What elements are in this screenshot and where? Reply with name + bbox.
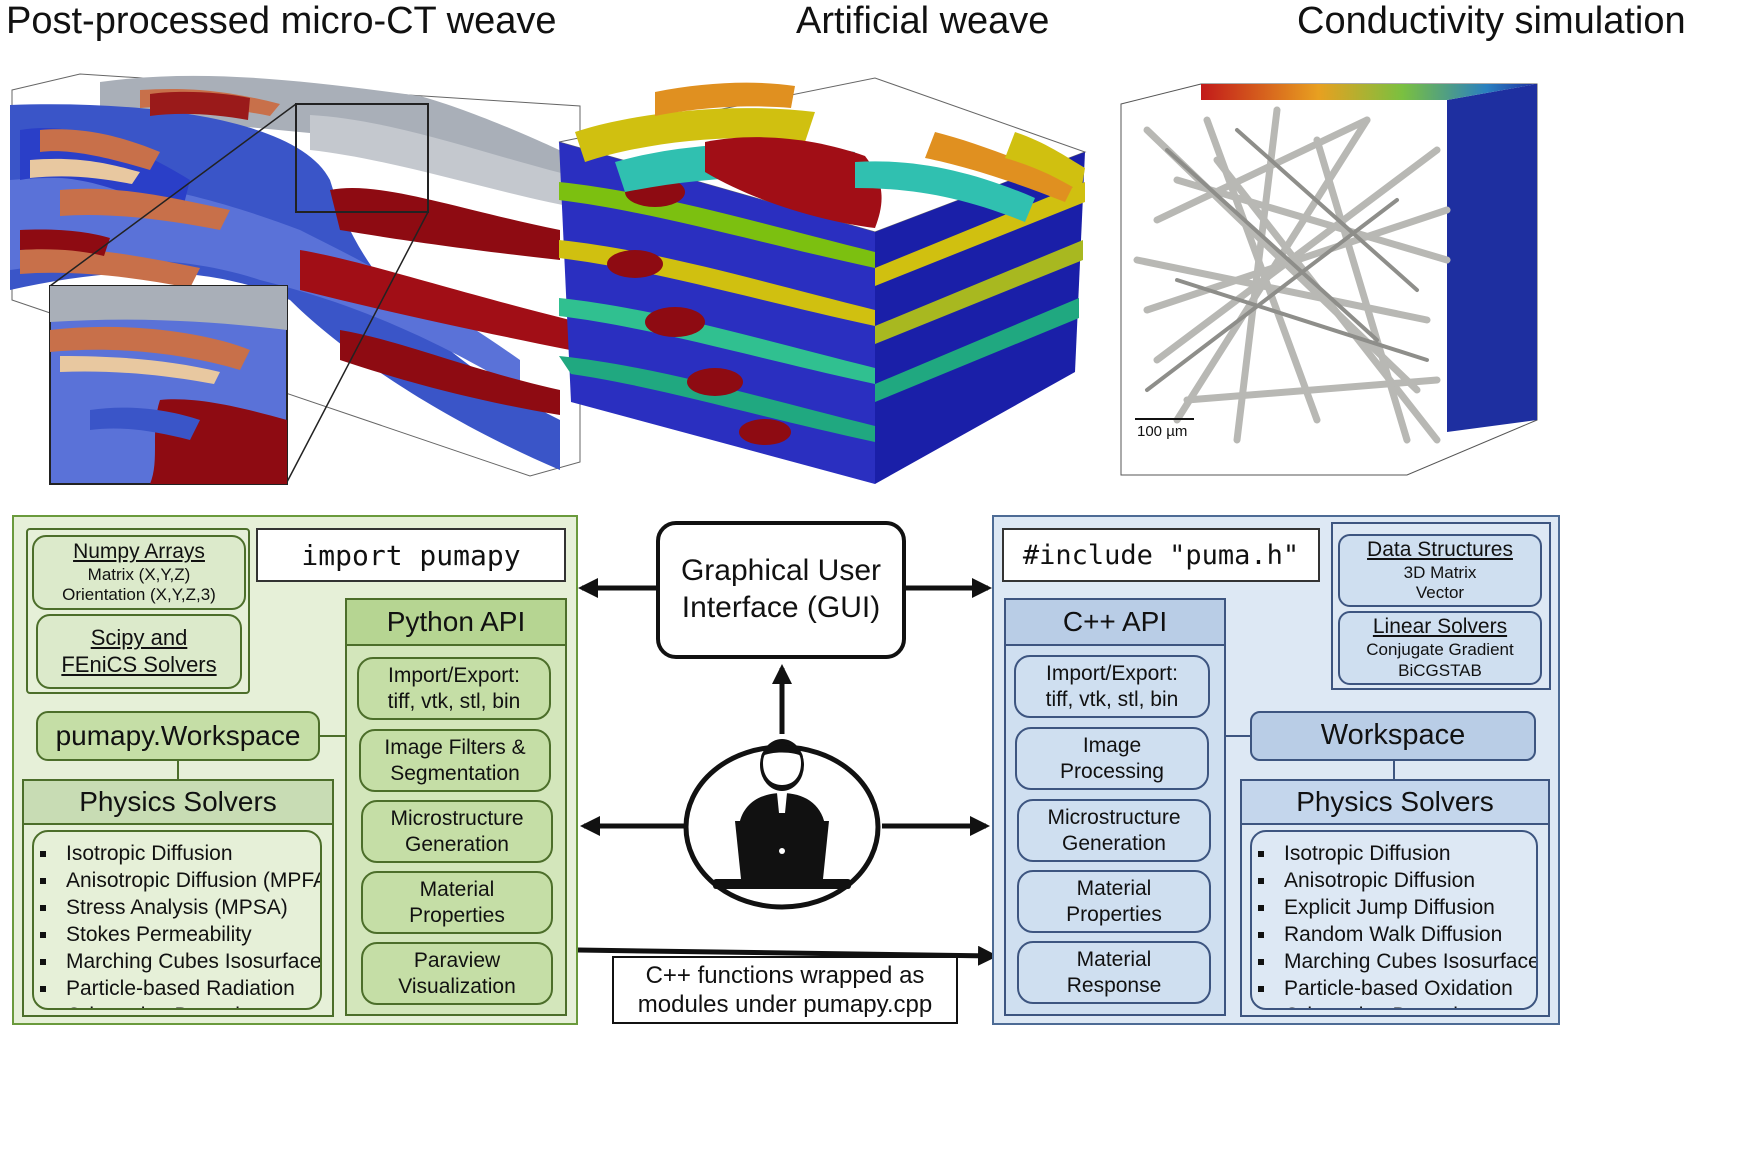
artificial-weave-render <box>558 77 1087 484</box>
cpp-api-item-material-properties: Material Properties <box>1017 870 1211 933</box>
data-structures-line2: Vector <box>1415 583 1465 603</box>
cpp-api-item-line: Image <box>1082 733 1142 757</box>
python-solver-item: Orientation Detection <box>34 1002 320 1008</box>
gui-line2: Interface (GUI) <box>681 591 881 624</box>
numpy-matrix-label: Matrix (X,Y,Z) <box>87 564 191 584</box>
cpp-workspace-label: Workspace <box>1320 719 1466 752</box>
connector-cpp-api-workspace <box>1226 735 1250 737</box>
data-structures-line1: 3D Matrix <box>1403 562 1477 582</box>
cpp-physics-solvers-title: Physics Solvers <box>1240 779 1550 825</box>
python-api-item-import-export: Import/Export: tiff, vtk, stl, bin <box>357 657 551 720</box>
python-data-group-frame <box>26 528 250 694</box>
cpp-solver-list: Isotropic Diffusion Anisotropic Diffusio… <box>1252 840 1536 1008</box>
python-solver-item: Stress Analysis (MPSA) <box>34 894 320 921</box>
cpp-api-item-image-processing: Image Processing <box>1015 727 1209 790</box>
python-api-item-line: Segmentation <box>390 761 520 785</box>
pumapy-workspace-box: pumapy.Workspace <box>36 711 320 761</box>
python-api-item-paraview: Paraview Visualization <box>361 942 553 1005</box>
title-artificial-weave: Artificial weave <box>796 0 1050 42</box>
linear-solvers-box: Linear Solvers Conjugate Gradient BiCGST… <box>1338 611 1542 685</box>
wrap-note-line1: C++ functions wrapped as <box>645 961 925 989</box>
title-conductivity: Conductivity simulation <box>1297 0 1686 42</box>
cpp-api-item-material-response: Material Response <box>1017 941 1211 1004</box>
numpy-arrays-title: Numpy Arrays <box>73 539 205 563</box>
wrap-note-box: C++ functions wrapped as modules under p… <box>612 956 958 1024</box>
numpy-orientation-label: Orientation (X,Y,Z,3) <box>62 585 216 605</box>
cpp-api-item-line: Properties <box>1066 902 1162 926</box>
scipy-line2: FEniCS Solvers <box>61 651 217 677</box>
python-api-item-line: Visualization <box>398 974 516 998</box>
python-import-statement: import pumapy <box>256 528 566 582</box>
cpp-solver-item: Particle-based Oxidation <box>1252 975 1536 1002</box>
python-api-item-line: Paraview <box>413 948 501 972</box>
cpp-api-item-line: Import/Export: <box>1046 661 1178 685</box>
python-solver-item: Isotropic Diffusion <box>34 840 320 867</box>
cpp-api-item-microstructure: Microstructure Generation <box>1017 799 1211 862</box>
python-api-item-line: tiff, vtk, stl, bin <box>387 689 521 713</box>
cpp-solver-item: Anisotropic Diffusion <box>1252 867 1536 894</box>
scipy-line1: Scipy and <box>90 624 188 650</box>
python-api-item-material-properties: Material Properties <box>361 871 553 934</box>
python-physics-solvers-title: Physics Solvers <box>22 779 334 825</box>
cpp-solver-item: Random Walk Diffusion <box>1252 921 1536 948</box>
cpp-api-item-line: Generation <box>1062 831 1166 855</box>
arrow-icon <box>577 945 998 966</box>
cpp-api-item-line: Processing <box>1060 759 1164 783</box>
center-arrows <box>577 578 998 966</box>
numpy-arrays-box: Numpy Arrays Matrix (X,Y,Z) Orientation … <box>32 535 246 610</box>
python-api-item-line: Microstructure <box>390 806 524 830</box>
cpp-solver-item: Orientation Detection <box>1252 1002 1536 1008</box>
scale-bar-label: 100 µm <box>1137 423 1188 440</box>
cpp-api-item-line: Material <box>1076 947 1152 971</box>
cpp-api-item-line: Response <box>1066 973 1162 997</box>
connector-workspace-api <box>320 735 345 737</box>
data-structures-box: Data Structures 3D Matrix Vector <box>1338 534 1542 607</box>
python-solver-item: Stokes Permeability <box>34 921 320 948</box>
python-api-title: Python API <box>345 598 567 646</box>
cpp-api-item-line: Material <box>1076 876 1152 900</box>
python-api-item-line: Material <box>419 877 495 901</box>
python-solver-item: Marching Cubes Isosurface <box>34 948 320 975</box>
cpp-api-title: C++ API <box>1004 598 1226 646</box>
data-structures-title: Data Structures <box>1367 537 1513 561</box>
python-api-item-line: Generation <box>405 832 509 856</box>
wrap-note-line2: modules under pumapy.cpp <box>637 991 933 1018</box>
python-api-item-line: Image Filters & <box>384 735 526 759</box>
cpp-include-statement: #include "puma.h" <box>1002 528 1320 582</box>
cpp-api-item-line: tiff, vtk, stl, bin <box>1045 687 1179 711</box>
python-solver-list-box: Isotropic Diffusion Anisotropic Diffusio… <box>32 830 322 1010</box>
python-solver-item: Anisotropic Diffusion (MPFA) <box>34 867 320 894</box>
python-api-item-line: Properties <box>409 903 505 927</box>
gui-box: Graphical User Interface (GUI) <box>656 521 906 659</box>
scipy-fenics-box: Scipy and FEniCS Solvers <box>36 614 242 689</box>
linear-solvers-line1: Conjugate Gradient <box>1366 640 1514 660</box>
linear-solvers-line2: BiCGSTAB <box>1398 660 1482 680</box>
microct-weave-render <box>10 73 590 485</box>
gui-line1: Graphical User <box>680 554 882 588</box>
cpp-solver-item: Marching Cubes Isosurface <box>1252 948 1536 975</box>
conductivity-simulation-render <box>1120 83 1538 476</box>
user-at-laptop-icon <box>683 739 881 910</box>
python-api-item-image-filters: Image Filters & Segmentation <box>359 729 551 792</box>
connector-cpp-workspace-solvers <box>1393 761 1395 779</box>
cpp-solver-item: Explicit Jump Diffusion <box>1252 894 1536 921</box>
python-solver-item: Particle-based Radiation <box>34 975 320 1002</box>
cpp-solver-list-box: Isotropic Diffusion Anisotropic Diffusio… <box>1250 830 1538 1010</box>
python-api-item-line: Import/Export: <box>388 663 520 687</box>
pumapy-workspace-label: pumapy.Workspace <box>55 719 301 751</box>
cpp-api-item-line: Microstructure <box>1047 805 1181 829</box>
linear-solvers-title: Linear Solvers <box>1372 615 1508 639</box>
cpp-core-group-frame <box>1331 522 1551 690</box>
cpp-workspace-box: Workspace <box>1250 711 1536 761</box>
cpp-api-item-import-export: Import/Export: tiff, vtk, stl, bin <box>1014 655 1210 718</box>
connector-workspace-solvers <box>177 761 179 779</box>
cpp-solver-item: Isotropic Diffusion <box>1252 840 1536 867</box>
title-microct: Post-processed micro-CT weave <box>6 0 557 42</box>
python-solver-list: Isotropic Diffusion Anisotropic Diffusio… <box>34 840 320 1008</box>
python-api-item-microstructure: Microstructure Generation <box>361 800 553 863</box>
